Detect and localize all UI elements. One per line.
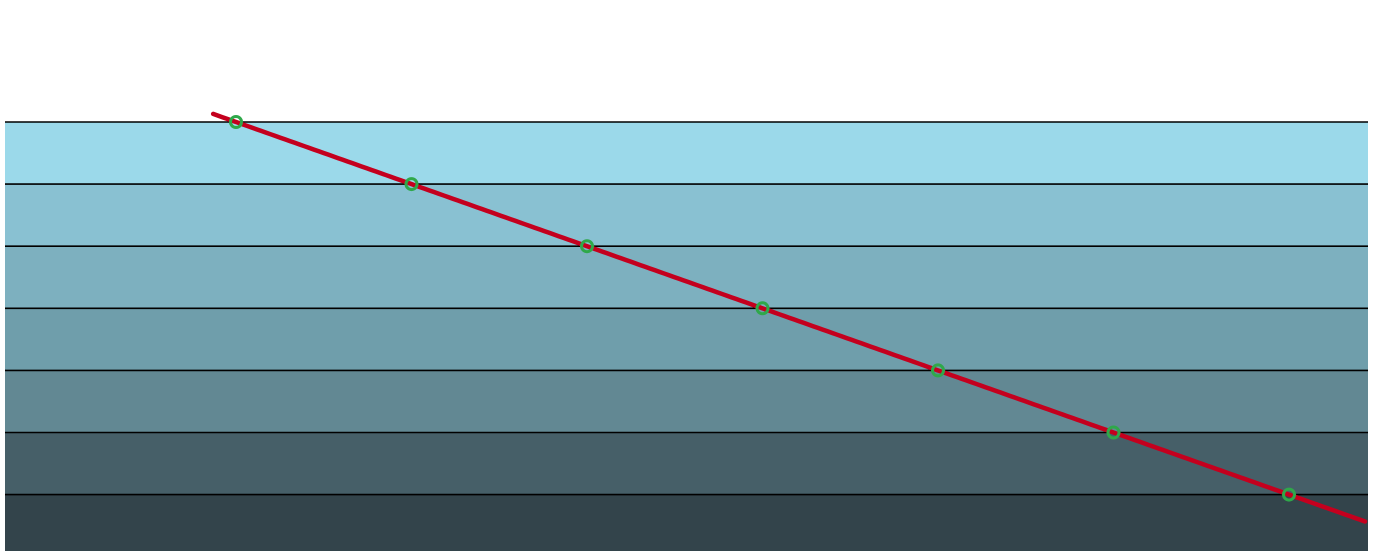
band-7 — [5, 495, 1368, 551]
band-1 — [5, 122, 1368, 184]
band-6 — [5, 433, 1368, 495]
band-2 — [5, 184, 1368, 246]
band-4 — [5, 308, 1368, 370]
band-5 — [5, 370, 1368, 432]
bands — [5, 122, 1368, 551]
band-3 — [5, 246, 1368, 308]
